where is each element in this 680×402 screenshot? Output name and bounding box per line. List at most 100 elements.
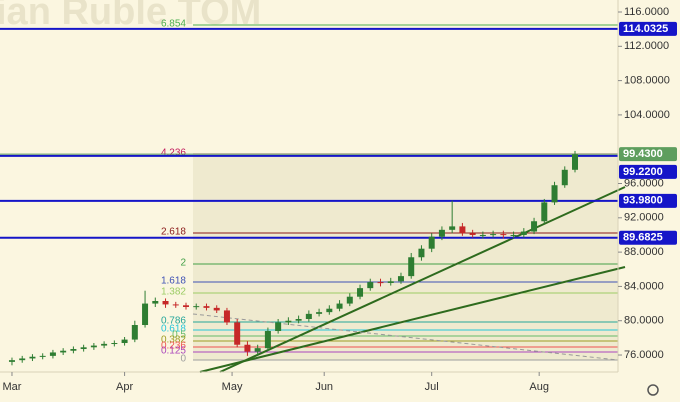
candle-body: [39, 355, 46, 357]
candle-body: [264, 331, 271, 349]
y-tick-label: 76.0000: [624, 349, 664, 361]
candle-body: [142, 303, 149, 326]
candle-body: [449, 226, 456, 230]
candle-body: [152, 300, 159, 304]
x-tick-label: Aug: [529, 381, 549, 393]
candle-body: [244, 344, 251, 352]
fib-label: 1.382: [161, 287, 186, 298]
settings-icon[interactable]: [647, 384, 659, 396]
y-tick-label: 80.0000: [624, 315, 664, 327]
candle-body: [479, 234, 486, 236]
candle-body: [397, 276, 404, 282]
candle-body: [183, 305, 190, 307]
x-tick-label: Apr: [116, 381, 133, 393]
y-tick-label: 108.0000: [624, 75, 670, 87]
candle-body: [223, 310, 230, 323]
price-label-box: [619, 230, 677, 245]
trend-line: [219, 186, 626, 373]
price-label: 99.2200: [623, 166, 663, 178]
candle-body: [8, 360, 15, 362]
x-tick-label: Mar: [3, 381, 22, 393]
candle-body: [500, 234, 507, 236]
candle-body: [561, 169, 568, 186]
fib-label: 4.236: [161, 148, 186, 159]
candle-body: [172, 304, 179, 306]
candle-body: [357, 288, 364, 297]
candle-body: [29, 356, 36, 359]
candle-body: [336, 303, 343, 309]
x-tick-label: Jun: [315, 381, 333, 393]
fib-label: 6.854: [161, 19, 186, 30]
trend-line-dashed: [192, 313, 619, 361]
fib-label: 0.5: [172, 330, 186, 341]
price-label-box: [619, 147, 677, 162]
candle-body: [316, 312, 323, 314]
fib-label: 0.382: [161, 335, 186, 346]
candle-body: [90, 345, 97, 348]
candle-body: [326, 308, 333, 313]
candle-body: [490, 234, 497, 236]
candle-body: [387, 281, 394, 283]
y-tick-label: 96.0000: [624, 177, 664, 189]
candle-body: [428, 236, 435, 249]
y-tick-label: 104.0000: [624, 109, 670, 121]
fib-label: 2: [180, 258, 186, 269]
y-tick-label: 88.0000: [624, 246, 664, 258]
candle-body: [131, 325, 138, 340]
y-tick-label: 92.0000: [624, 212, 664, 224]
candle-body: [510, 234, 517, 236]
y-tick-label: 112.0000: [624, 40, 669, 52]
candle-body: [469, 233, 476, 235]
candle-body: [551, 185, 558, 203]
candle-body: [19, 358, 26, 361]
candle-body: [418, 248, 425, 258]
candle-body: [203, 306, 210, 308]
price-label-box: [619, 164, 677, 179]
candle-body: [438, 229, 445, 237]
candle-body: [193, 306, 200, 308]
candle-body: [572, 154, 579, 170]
candle-body: [305, 313, 312, 320]
candle-body: [377, 282, 384, 284]
candle-body: [520, 231, 527, 235]
y-tick-label: 116.0000: [624, 6, 669, 18]
candle-body: [70, 349, 77, 351]
candle-body: [101, 343, 108, 346]
x-tick-label: May: [222, 381, 243, 393]
candle-body: [367, 282, 374, 289]
y-tick-label: 84.0000: [624, 280, 664, 292]
price-label: 114.0325: [623, 23, 668, 35]
trend-line: [199, 266, 626, 373]
candle-body: [121, 339, 128, 344]
fib-label: 0.236: [161, 341, 186, 352]
price-label-box: [619, 193, 677, 208]
watermark: ian Ruble TOM: [0, 0, 261, 33]
price-label: 99.4300: [623, 148, 663, 160]
candle-body: [49, 352, 56, 356]
candle-body: [275, 322, 282, 332]
x-tick-label: Jul: [425, 381, 439, 393]
fib-zone: [193, 154, 618, 360]
candle-body: [541, 202, 548, 222]
fib-label: 0.618: [161, 324, 186, 335]
fib-label: 0.786: [161, 316, 186, 327]
candle-body: [111, 343, 118, 345]
candle-body: [459, 226, 466, 234]
candle-body: [234, 322, 241, 345]
candle-body: [254, 348, 261, 352]
candle-body: [285, 320, 292, 323]
candle-body: [162, 300, 169, 305]
candle-body: [80, 347, 87, 350]
fib-label: 0: [180, 354, 186, 365]
fib-label: 0.125: [161, 346, 186, 357]
price-label: 93.9800: [623, 195, 663, 207]
candle-body: [213, 307, 220, 311]
candle-body: [60, 350, 67, 353]
candle-body: [408, 257, 415, 277]
candle-body: [295, 319, 302, 321]
price-label-box: [619, 21, 677, 36]
candle-body: [531, 221, 538, 232]
price-label: 89.6825: [623, 232, 663, 244]
